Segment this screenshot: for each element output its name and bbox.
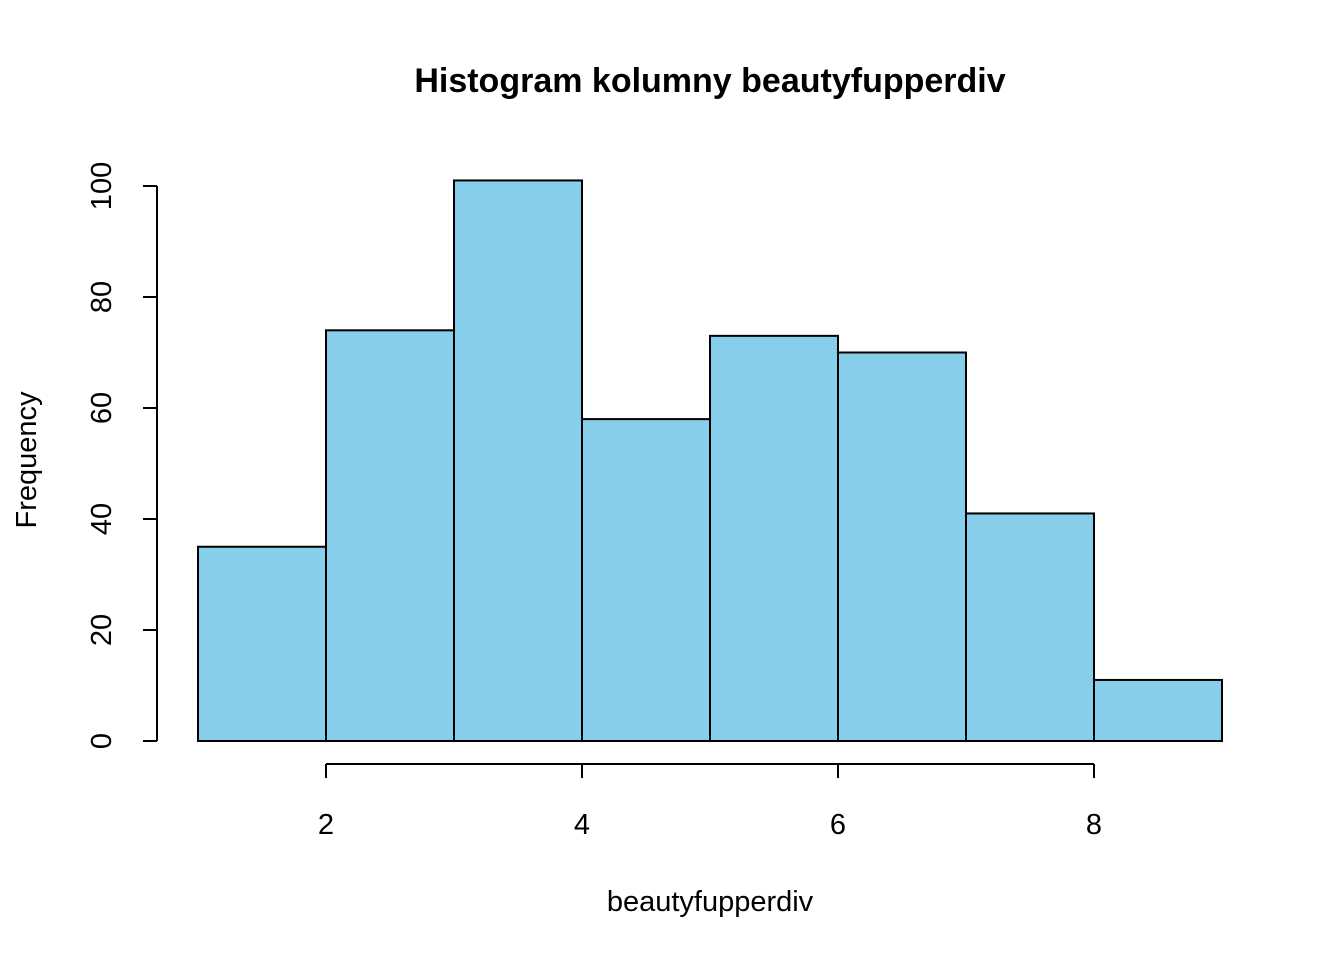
histogram-bar <box>453 179 583 742</box>
histogram-bar <box>837 351 967 742</box>
y-tick-label: 80 <box>86 281 118 313</box>
x-tick-label: 6 <box>830 809 846 841</box>
x-tick-label: 4 <box>574 809 590 841</box>
y-tick-label: 0 <box>86 733 118 749</box>
histogram-bar <box>581 418 711 742</box>
y-tick-label: 20 <box>86 614 118 646</box>
y-tick-label: 40 <box>86 503 118 535</box>
y-axis: 0 20 40 60 80 100 <box>86 162 158 749</box>
histogram-bar <box>709 334 839 742</box>
x-tick-label: 8 <box>1086 809 1102 841</box>
x-axis: 2 4 6 8 <box>318 763 1102 841</box>
y-tick-label: 100 <box>86 162 118 210</box>
histogram-bar <box>325 329 455 742</box>
bars-group <box>197 179 1223 743</box>
x-tick-label: 2 <box>318 809 334 841</box>
chart-title: Histogram kolumny beautyfupperdiv <box>414 62 1005 100</box>
histogram-bar <box>197 545 327 742</box>
histogram-bar <box>965 512 1095 743</box>
y-tick-label: 60 <box>86 392 118 424</box>
x-axis-label: beautyfupperdiv <box>607 886 814 918</box>
histogram-bar <box>1093 678 1223 743</box>
y-axis-label: Frequency <box>11 391 43 529</box>
